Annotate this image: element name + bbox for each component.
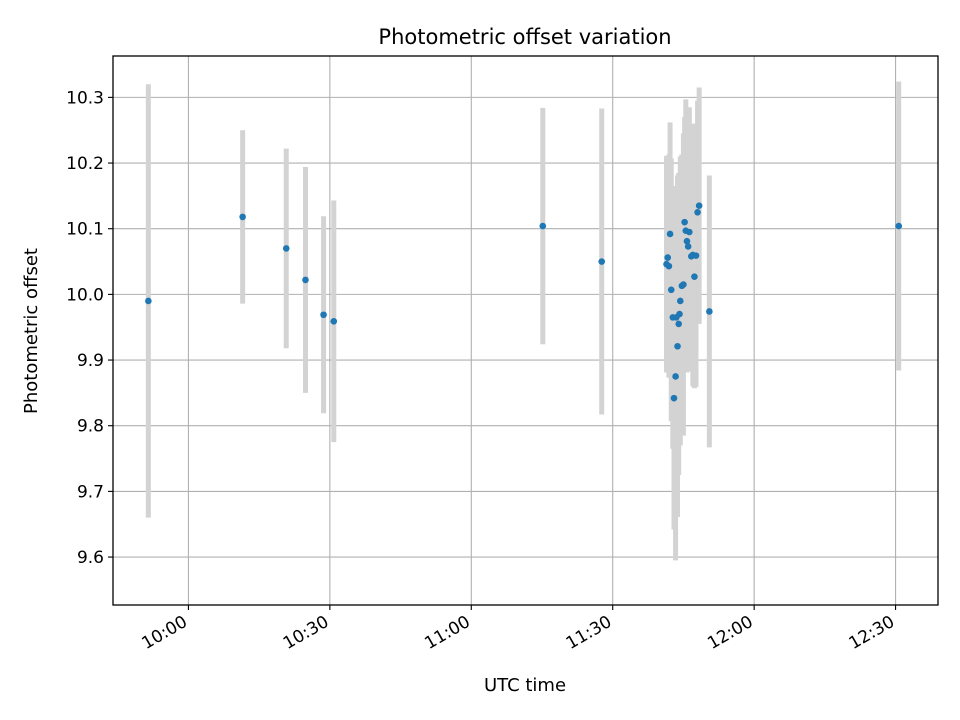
x-tick-label: 12:00 xyxy=(704,612,756,654)
data-point xyxy=(692,252,700,259)
data-point xyxy=(676,310,683,318)
data-point xyxy=(895,222,903,230)
data-point xyxy=(675,320,683,328)
data-point xyxy=(670,394,678,402)
tick-layer: 10:00 10:30 11:00 11:30 12:00 12:30 9.6 9.7 9.8 9… xyxy=(66,88,898,653)
y-tick-label: 10.1 xyxy=(66,220,104,240)
x-tick-label: 11:00 xyxy=(421,612,473,654)
y-tick-label: 9.9 xyxy=(77,351,104,371)
data-point xyxy=(694,208,701,216)
data-point xyxy=(681,218,688,226)
data-point xyxy=(145,297,152,305)
y-tick-label: 10.3 xyxy=(66,88,104,108)
data-point xyxy=(674,342,681,350)
data-point xyxy=(676,297,684,305)
data-point xyxy=(706,308,713,315)
data-point xyxy=(695,202,703,210)
data-point xyxy=(665,262,673,270)
data-point xyxy=(302,276,309,284)
data-point xyxy=(320,311,327,319)
data-point xyxy=(598,258,606,265)
data-point xyxy=(683,237,691,245)
y-axis-title: Photometric offset xyxy=(21,248,42,414)
y-tick-label: 9.8 xyxy=(77,417,104,437)
data-point xyxy=(282,245,290,252)
data-point xyxy=(680,281,687,288)
x-axis-title: UTC time xyxy=(484,675,566,696)
data-point xyxy=(539,222,547,230)
y-tick-label: 9.6 xyxy=(77,548,104,568)
data-point xyxy=(330,318,338,325)
data-point xyxy=(664,254,672,261)
y-tick-label: 9.7 xyxy=(77,482,104,502)
x-tick-label: 11:30 xyxy=(563,612,615,654)
x-tick-label: 10:00 xyxy=(138,612,190,654)
data-point xyxy=(686,228,693,236)
data-point xyxy=(666,230,674,238)
data-point xyxy=(239,213,246,221)
marker-layer xyxy=(145,202,903,402)
data-point xyxy=(684,243,692,250)
data-point xyxy=(667,286,675,294)
x-tick-label: 10:30 xyxy=(280,612,332,654)
y-tick-label: 10.2 xyxy=(66,154,104,174)
errorbar-layer xyxy=(145,81,902,561)
x-tick-label: 12:30 xyxy=(846,612,898,654)
data-point xyxy=(672,373,679,380)
chart-title: Photometric offset variation xyxy=(378,25,671,49)
data-point xyxy=(691,273,698,280)
plot-frame xyxy=(112,55,939,606)
y-tick-label: 10.0 xyxy=(66,285,104,305)
grid-layer xyxy=(113,56,938,605)
